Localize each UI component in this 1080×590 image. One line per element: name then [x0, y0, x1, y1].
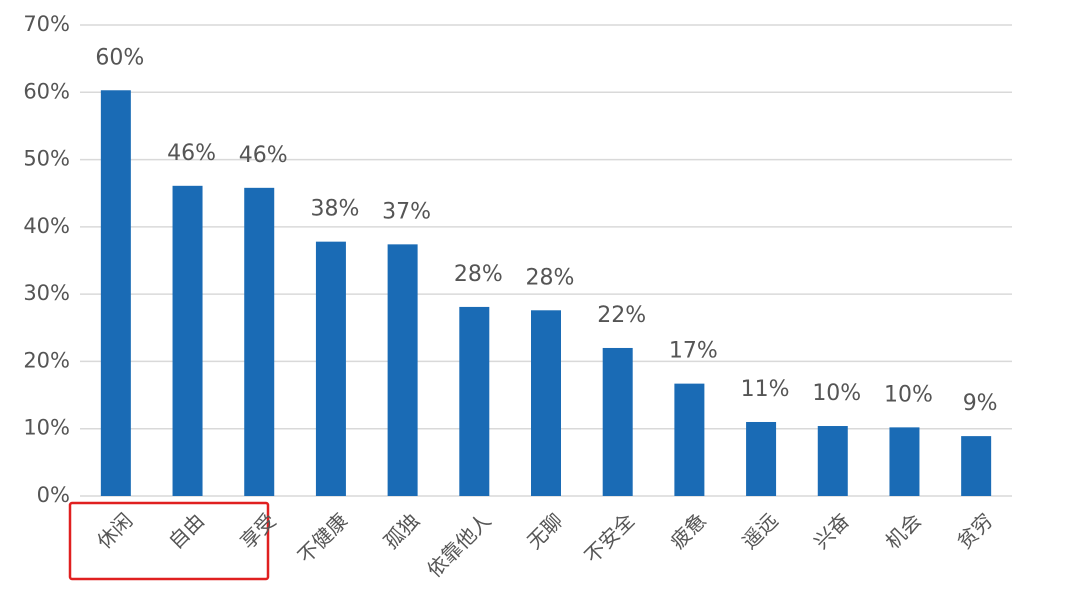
- x-tick-label: 贫穷: [952, 508, 997, 553]
- x-tick-label: 自由: [164, 508, 209, 553]
- y-tick-label: 40%: [23, 214, 70, 238]
- x-tick-label: 休闲: [92, 508, 137, 553]
- value-label: 46%: [239, 143, 288, 168]
- bar: [674, 383, 705, 496]
- x-tick-label: 不安全: [580, 508, 639, 567]
- value-label: 17%: [669, 339, 718, 364]
- bar: [172, 185, 203, 496]
- value-label: 37%: [382, 199, 431, 224]
- x-tick-label: 孤独: [379, 508, 424, 553]
- x-tick-label: 无聊: [522, 508, 567, 553]
- y-tick-label: 20%: [23, 348, 70, 372]
- value-label: 11%: [741, 377, 790, 402]
- bar: [746, 421, 777, 496]
- value-label: 10%: [884, 382, 933, 407]
- y-tick-label: 50%: [23, 147, 70, 171]
- y-tick-label: 10%: [23, 416, 70, 440]
- bar: [244, 187, 275, 496]
- value-label: 60%: [95, 45, 144, 70]
- bar: [889, 427, 920, 496]
- bar: [961, 436, 992, 496]
- x-tick-label: 机会: [881, 508, 926, 553]
- bar: [817, 426, 848, 496]
- value-label: 28%: [454, 262, 503, 287]
- y-tick-label: 70%: [23, 12, 70, 36]
- x-tick-label: 依靠他人: [422, 508, 496, 582]
- value-label: 46%: [167, 141, 216, 166]
- bar: [387, 244, 418, 496]
- value-label: 9%: [963, 391, 998, 416]
- x-tick-label: 不健康: [293, 508, 352, 567]
- x-tick-label: 疲惫: [666, 508, 711, 553]
- y-tick-label: 30%: [23, 281, 70, 305]
- y-tick-label: 60%: [23, 79, 70, 103]
- bar: [315, 241, 346, 496]
- bar: [602, 347, 633, 496]
- bar: [531, 310, 561, 496]
- x-tick-label: 享受: [235, 508, 280, 553]
- x-tick-label: 兴奋: [809, 508, 854, 553]
- highlight-box: [68, 501, 270, 581]
- x-tick-label: 遥远: [737, 508, 782, 553]
- bar: [100, 90, 131, 496]
- value-label: 28%: [526, 265, 575, 290]
- y-tick-label: 0%: [37, 483, 70, 507]
- value-label: 10%: [812, 381, 861, 406]
- bar: [459, 306, 490, 496]
- value-label: 38%: [310, 197, 359, 222]
- value-label: 22%: [597, 303, 646, 328]
